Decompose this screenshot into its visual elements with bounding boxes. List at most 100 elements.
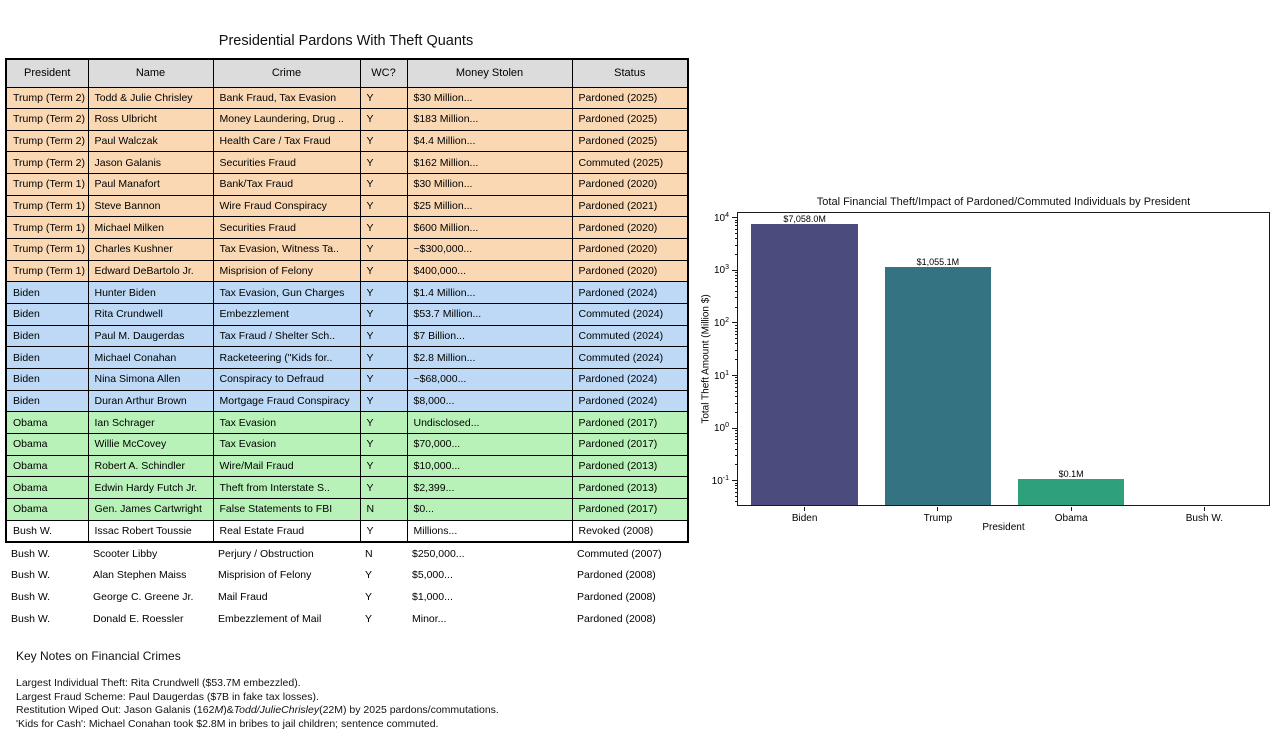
cell-president: Biden: [5, 368, 89, 391]
bar-value-label: $1,055.1M: [916, 257, 960, 268]
y-minor-tick: [734, 380, 738, 382]
cell-president: Obama: [5, 476, 89, 499]
cell-president: Obama: [5, 454, 89, 478]
y-minor-tick: [734, 448, 738, 450]
cell-crime: Tax Evasion, Witness Ta..: [212, 238, 361, 261]
cell-name: Paul Manafort: [87, 173, 214, 196]
cell-money: $7 Billion...: [406, 324, 573, 348]
y-minor-tick: [734, 349, 738, 351]
cell-crime: Perjury / Obstruction: [212, 543, 359, 565]
table-row: Obama Gen. James Cartwright False Statem…: [5, 497, 689, 521]
y-minor-tick: [734, 274, 738, 276]
y-minor-tick: [734, 306, 738, 308]
cell-wc: Y: [359, 411, 408, 434]
cell-status: Pardoned (2024): [571, 368, 689, 391]
cell-president: Trump (Term 1): [5, 194, 89, 218]
cell-money: $8,000...: [406, 389, 573, 413]
cell-money: $0...: [406, 497, 573, 521]
y-minor-tick: [734, 253, 738, 255]
cell-crime: Misprision of Felony: [212, 564, 359, 587]
cell-name: Alan Stephen Maiss: [87, 564, 212, 587]
cell-status: Pardoned (2017): [571, 411, 689, 434]
cell-status: Pardoned (2013): [571, 454, 689, 478]
cell-president: Biden: [5, 324, 89, 348]
cell-money: $30 Million...: [406, 173, 573, 196]
y-minor-tick: [734, 485, 738, 487]
cell-status: Pardoned (2017): [571, 433, 689, 456]
cell-president: Bush W.: [5, 607, 87, 630]
table-row: Bush W. George C. Greene Jr. Mail Fraud …: [5, 586, 687, 608]
pardons-table-overflow: Bush W. Scooter Libby Perjury / Obstruct…: [5, 543, 687, 630]
column-header-name: Name: [87, 58, 214, 88]
y-minor-tick: [734, 439, 738, 441]
cell-wc: Y: [359, 173, 408, 196]
bar-value-label: $7,058.0M: [783, 213, 826, 224]
cell-crime: Real Estate Fraud: [212, 519, 361, 543]
table-row: Trump (Term 2) Paul Walczak Health Care …: [5, 129, 689, 153]
table-row: Obama Robert A. Schindler Wire/Mail Frau…: [5, 454, 689, 478]
pardons-table: President Name Crime WC? Money Stolen St…: [5, 58, 689, 543]
cell-name: Paul Walczak: [87, 129, 214, 153]
table-row: Biden Rita Crundwell Embezzlement Y $53.…: [5, 303, 689, 326]
cell-wc: Y: [359, 454, 408, 478]
y-minor-tick: [734, 390, 738, 392]
y-minor-tick: [734, 411, 738, 413]
cell-money: $53.7 Million...: [406, 303, 573, 326]
cell-money: $183 Million...: [406, 108, 573, 131]
y-minor-tick: [734, 338, 738, 340]
cell-wc: Y: [359, 259, 408, 283]
y-minor-tick: [734, 327, 738, 329]
cell-money: $2,399...: [406, 476, 573, 499]
cell-status: Commuted (2007): [571, 543, 687, 565]
chart-title: Total Financial Theft/Impact of Pardoned…: [816, 196, 1191, 208]
cell-money: $1,000...: [406, 586, 571, 608]
y-minor-tick: [734, 238, 738, 240]
cell-crime: False Statements to FBI: [212, 497, 361, 521]
table-row: Trump (Term 2) Jason Galanis Securities …: [5, 151, 689, 175]
y-minor-tick: [734, 324, 738, 326]
cell-wc: Y: [359, 607, 406, 630]
table-row: Obama Edwin Hardy Futch Jr. Theft from I…: [5, 476, 689, 499]
y-minor-tick: [734, 432, 738, 434]
cell-wc: Y: [359, 216, 408, 240]
cell-money: $30 Million...: [406, 86, 573, 110]
cell-president: Biden: [5, 281, 89, 305]
table-row: Bush W. Scooter Libby Perjury / Obstruct…: [5, 543, 687, 565]
table-row: Bush W. Donald E. Roessler Embezzlement …: [5, 607, 687, 630]
y-minor-tick: [734, 277, 738, 279]
y-minor-tick: [734, 386, 738, 388]
cell-name: Michael Conahan: [87, 346, 214, 370]
y-minor-tick: [734, 383, 738, 385]
cell-name: Jason Galanis: [87, 151, 214, 175]
table-row: Trump (Term 1) Charles Kushner Tax Evasi…: [5, 238, 689, 261]
x-major-tick: [804, 507, 806, 511]
cell-president: Bush W.: [5, 564, 87, 587]
cell-name: Gen. James Cartwright: [87, 497, 214, 521]
table-row: Trump (Term 1) Steve Bannon Wire Fraud C…: [5, 194, 689, 218]
cell-wc: Y: [359, 476, 408, 499]
x-tick-label: Bush W.: [1185, 513, 1223, 524]
notes-heading: Key Notes on Financial Crimes: [16, 649, 181, 663]
y-major-tick: [732, 217, 738, 219]
bar-obama: [1017, 478, 1125, 505]
cell-status: Commuted (2024): [571, 303, 689, 326]
cell-wc: Y: [359, 151, 408, 175]
cell-money: $162 Million...: [406, 151, 573, 175]
cell-money: $250,000...: [406, 543, 571, 565]
cell-president: Obama: [5, 411, 89, 434]
x-axis-label: President: [982, 522, 1025, 533]
cell-president: Trump (Term 2): [5, 151, 89, 175]
y-minor-tick: [734, 496, 738, 498]
cell-wc: Y: [359, 129, 408, 153]
table-row: Biden Duran Arthur Brown Mortgage Fraud …: [5, 389, 689, 413]
cell-money: $400,000...: [406, 259, 573, 283]
table-header: President Name Crime WC? Money Stolen St…: [5, 58, 689, 88]
cell-crime: Misprision of Felony: [212, 259, 361, 283]
y-minor-tick: [734, 334, 738, 336]
bar-biden: [751, 223, 858, 505]
cell-name: Nina Simona Allen: [87, 368, 214, 391]
cell-name: Charles Kushner: [87, 238, 214, 261]
cell-president: Bush W.: [5, 543, 87, 565]
table-row: Biden Hunter Biden Tax Evasion, Gun Char…: [5, 281, 689, 305]
table-row: Trump (Term 2) Todd & Julie Chrisley Ban…: [5, 86, 689, 110]
